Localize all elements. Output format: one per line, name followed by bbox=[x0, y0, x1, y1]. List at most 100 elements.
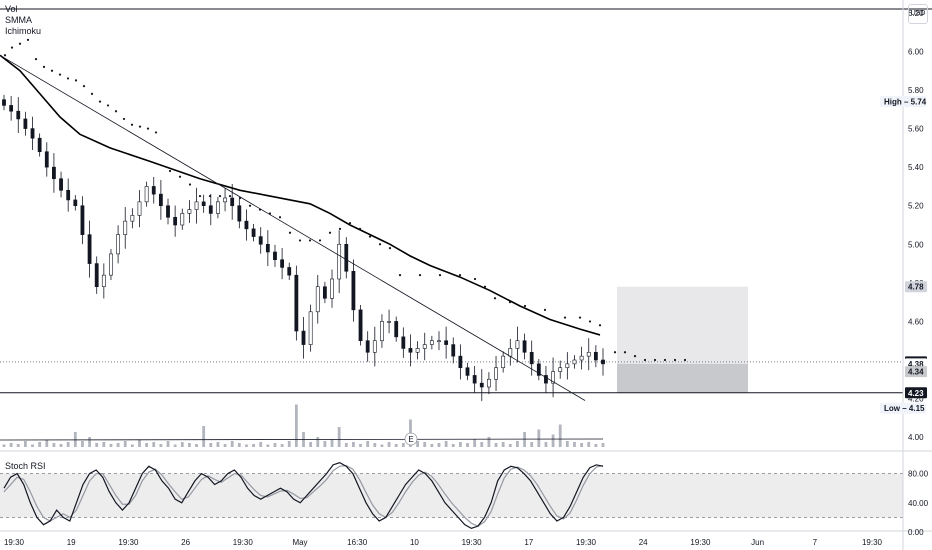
ichimoku-dot bbox=[18, 42, 22, 45]
ichimoku-dot bbox=[3, 54, 7, 57]
candle-body bbox=[301, 330, 306, 345]
ichimoku-dot bbox=[58, 73, 62, 76]
time-tick-label: 19:30 bbox=[233, 538, 254, 547]
volume-bar bbox=[95, 443, 99, 447]
candle-body bbox=[387, 321, 391, 323]
ichimoku-dot bbox=[473, 277, 477, 281]
time-tick-label: 10 bbox=[410, 538, 419, 547]
price-levels bbox=[0, 361, 903, 394]
time-tick-label: Jun bbox=[751, 538, 764, 547]
volume-bar bbox=[330, 439, 334, 447]
volume-bar bbox=[601, 443, 605, 447]
ichimoku-dot bbox=[523, 304, 527, 308]
volume-bar bbox=[587, 442, 591, 447]
legend-stoch-rsi[interactable]: Stoch RSI bbox=[5, 461, 46, 471]
ichimoku-dot bbox=[98, 100, 102, 103]
time-tick-label: 19:30 bbox=[4, 538, 25, 547]
volume-bar bbox=[166, 441, 170, 447]
ichimoku-dot bbox=[208, 194, 212, 198]
volume-bar bbox=[430, 444, 434, 447]
candle-body bbox=[101, 274, 106, 288]
ichimoku-dot bbox=[288, 231, 292, 234]
time-tick-label: 19 bbox=[67, 538, 76, 547]
legend-smma[interactable]: SMMA bbox=[5, 15, 32, 25]
candle-body bbox=[87, 234, 92, 264]
candle-body bbox=[223, 197, 227, 203]
low-badge-text: Low – 4.15 bbox=[884, 404, 925, 413]
target-badge-text: 4.78 bbox=[908, 283, 924, 292]
time-tick-label: May bbox=[292, 538, 307, 547]
candle-body bbox=[66, 189, 71, 201]
ichimoku-dot bbox=[10, 46, 14, 49]
price-tick-label: 6.20 bbox=[908, 9, 924, 18]
candle-body bbox=[230, 197, 235, 207]
ichimoku-dot bbox=[278, 216, 282, 219]
candle-body bbox=[422, 344, 427, 349]
ichimoku-dot bbox=[493, 297, 497, 300]
ichimoku-dot bbox=[248, 204, 252, 207]
ichimoku-dot bbox=[228, 194, 232, 198]
candle-body bbox=[9, 105, 14, 112]
ichimoku-dot bbox=[74, 79, 78, 82]
candle-body bbox=[394, 321, 399, 338]
ichimoku-dot bbox=[42, 65, 46, 68]
candle-body bbox=[166, 205, 170, 218]
volume-bar bbox=[344, 443, 348, 447]
candle-body bbox=[130, 215, 135, 222]
currency-button[interactable]: USD bbox=[908, 4, 928, 24]
volume-bar bbox=[416, 441, 419, 447]
candle-body bbox=[80, 205, 85, 235]
volume-bar bbox=[323, 441, 327, 447]
ichimoku-dot bbox=[298, 239, 302, 242]
volume-bar bbox=[273, 443, 277, 447]
volume-bar bbox=[109, 444, 113, 447]
trendline[interactable] bbox=[0, 54, 586, 401]
candle-body bbox=[487, 378, 491, 388]
entry-badge-bg bbox=[905, 366, 927, 378]
ichimoku-dot bbox=[633, 355, 637, 358]
volume-bar bbox=[209, 443, 213, 447]
volume-bar bbox=[173, 444, 177, 447]
ichimoku-dot bbox=[90, 92, 94, 95]
candle-body bbox=[372, 340, 377, 353]
price-tick-label: 6.00 bbox=[908, 47, 924, 56]
entry-badge-text: 4.34 bbox=[908, 368, 924, 377]
candle-body bbox=[94, 263, 99, 288]
candle-body bbox=[116, 234, 120, 255]
candle-body bbox=[515, 340, 520, 349]
time-tick-label: 19:30 bbox=[690, 538, 711, 547]
ichimoku-dot bbox=[683, 358, 687, 362]
volume-bar bbox=[487, 437, 491, 447]
candle-body bbox=[344, 243, 349, 272]
price-tick-label: 4.20 bbox=[908, 395, 924, 404]
price-tick-label: 4.60 bbox=[908, 317, 924, 326]
volume-bar bbox=[116, 443, 120, 447]
candle-body bbox=[280, 259, 285, 268]
target-badge-bg bbox=[905, 281, 927, 293]
candle-body bbox=[408, 348, 413, 353]
candle-body bbox=[287, 267, 292, 276]
candle-body bbox=[23, 118, 28, 129]
volume-bar bbox=[130, 444, 134, 447]
candle-body bbox=[2, 99, 6, 106]
candle-body bbox=[465, 367, 470, 376]
candle-body bbox=[216, 201, 220, 214]
earnings-marker bbox=[404, 432, 418, 446]
legend-ichimoku[interactable]: Ichimoku bbox=[5, 26, 42, 36]
volume-bar bbox=[423, 442, 427, 447]
candle-body bbox=[586, 351, 591, 357]
ichimoku-dot bbox=[328, 231, 332, 234]
volume-bar bbox=[437, 443, 441, 447]
price-tick-label: 5.00 bbox=[908, 240, 924, 249]
volume-bar bbox=[259, 442, 263, 447]
volume-bar bbox=[52, 443, 56, 447]
smma-polyline bbox=[0, 54, 601, 336]
candle-body bbox=[194, 201, 199, 210]
volume-bar bbox=[458, 442, 462, 447]
ichimoku-dot bbox=[458, 274, 462, 277]
legend-vol[interactable]: Vol bbox=[5, 4, 18, 14]
ichimoku-dot bbox=[673, 358, 677, 362]
volume-bar bbox=[45, 439, 49, 447]
